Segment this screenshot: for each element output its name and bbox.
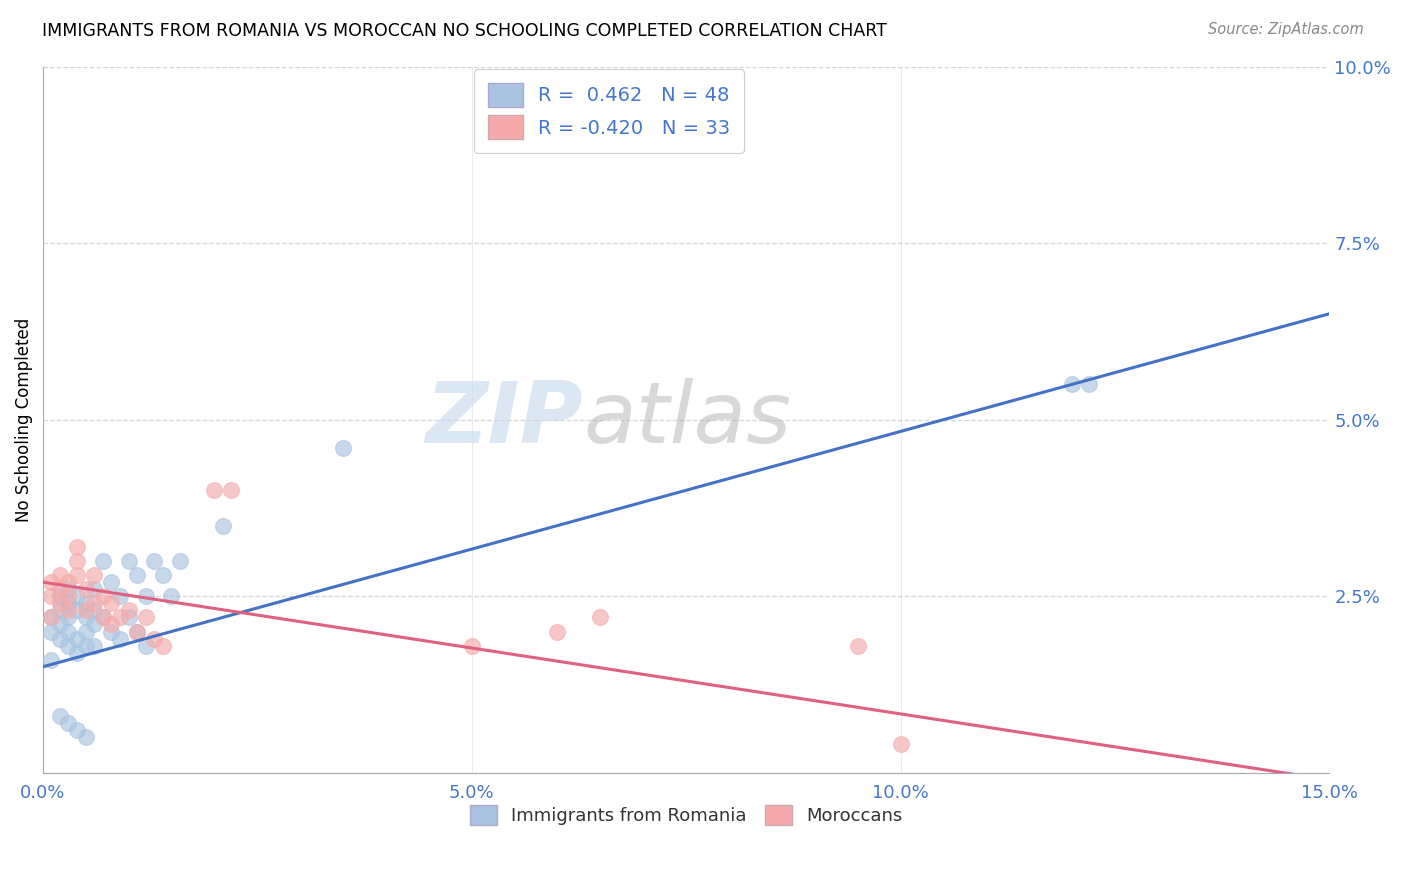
Point	[49, 596, 72, 610]
Point	[546, 624, 568, 639]
Point	[41, 610, 63, 624]
Point	[58, 575, 80, 590]
Text: atlas: atlas	[583, 378, 792, 461]
Point	[41, 575, 63, 590]
Text: IMMIGRANTS FROM ROMANIA VS MOROCCAN NO SCHOOLING COMPLETED CORRELATION CHART: IMMIGRANTS FROM ROMANIA VS MOROCCAN NO S…	[42, 22, 887, 40]
Point	[108, 632, 131, 646]
Point	[41, 624, 63, 639]
Point	[117, 603, 139, 617]
Point	[127, 568, 149, 582]
Point	[75, 603, 97, 617]
Point	[83, 568, 105, 582]
Point	[143, 554, 166, 568]
Point	[108, 589, 131, 603]
Point	[58, 610, 80, 624]
Point	[83, 582, 105, 596]
Point	[75, 582, 97, 596]
Point	[66, 554, 89, 568]
Point	[221, 483, 243, 498]
Point	[58, 582, 80, 596]
Point	[58, 589, 80, 603]
Point	[127, 624, 149, 639]
Point	[212, 518, 235, 533]
Point	[169, 554, 191, 568]
Point	[135, 589, 157, 603]
Point	[100, 624, 122, 639]
Point	[49, 632, 72, 646]
Point	[58, 603, 80, 617]
Point	[41, 610, 63, 624]
Point	[100, 617, 122, 632]
Point	[49, 709, 72, 723]
Point	[152, 639, 174, 653]
Point	[58, 596, 80, 610]
Point	[117, 554, 139, 568]
Point	[66, 632, 89, 646]
Point	[83, 617, 105, 632]
Point	[100, 596, 122, 610]
Y-axis label: No Schooling Completed: No Schooling Completed	[15, 318, 32, 522]
Point	[75, 624, 97, 639]
Point	[202, 483, 225, 498]
Point	[83, 596, 105, 610]
Point	[66, 603, 89, 617]
Point	[41, 589, 63, 603]
Point	[846, 639, 869, 653]
Point	[135, 639, 157, 653]
Point	[100, 575, 122, 590]
Point	[889, 738, 911, 752]
Point	[152, 568, 174, 582]
Point	[49, 568, 72, 582]
Point	[91, 554, 114, 568]
Point	[75, 731, 97, 745]
Point	[108, 610, 131, 624]
Point	[66, 723, 89, 738]
Point	[83, 603, 105, 617]
Point	[41, 653, 63, 667]
Point	[49, 617, 72, 632]
Point	[160, 589, 183, 603]
Point	[58, 639, 80, 653]
Point	[117, 610, 139, 624]
Point	[58, 624, 80, 639]
Point	[66, 540, 89, 554]
Point	[91, 610, 114, 624]
Legend: Immigrants from Romania, Moroccans: Immigrants from Romania, Moroccans	[461, 797, 911, 834]
Point	[135, 610, 157, 624]
Point	[75, 639, 97, 653]
Point	[1078, 377, 1101, 392]
Point	[83, 639, 105, 653]
Point	[58, 716, 80, 731]
Text: ZIP: ZIP	[426, 378, 583, 461]
Point	[66, 646, 89, 660]
Point	[75, 596, 97, 610]
Point	[589, 610, 612, 624]
Point	[91, 589, 114, 603]
Point	[49, 603, 72, 617]
Point	[66, 589, 89, 603]
Point	[66, 568, 89, 582]
Point	[332, 441, 354, 455]
Point	[1060, 377, 1083, 392]
Point	[91, 610, 114, 624]
Point	[75, 610, 97, 624]
Point	[49, 589, 72, 603]
Text: Source: ZipAtlas.com: Source: ZipAtlas.com	[1208, 22, 1364, 37]
Point	[143, 632, 166, 646]
Point	[49, 582, 72, 596]
Point	[460, 639, 482, 653]
Point	[127, 624, 149, 639]
